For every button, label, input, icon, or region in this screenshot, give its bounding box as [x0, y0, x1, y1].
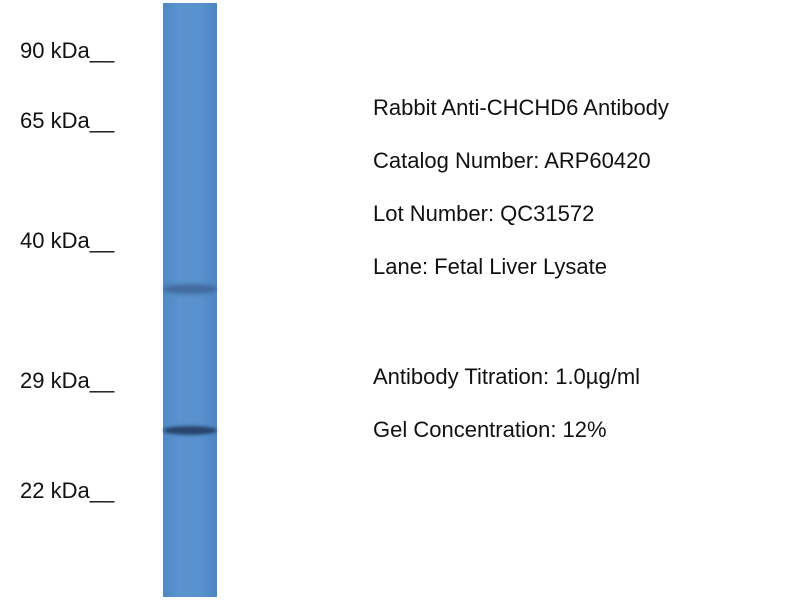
band: [163, 284, 217, 294]
info-line: Lane: Fetal Liver Lysate: [373, 254, 607, 279]
info-line: Catalog Number: ARP60420: [373, 148, 651, 173]
band: [163, 426, 217, 435]
info-line: Gel Concentration: 12%: [373, 417, 607, 442]
marker-label: 90 kDa__: [20, 38, 115, 63]
marker-label: 65 kDa__: [20, 108, 115, 133]
info-line: Antibody Titration: 1.0µg/ml: [373, 364, 641, 389]
marker-label: 29 kDa__: [20, 368, 115, 393]
info-line: Rabbit Anti-CHCHD6 Antibody: [373, 95, 669, 120]
info-line: Lot Number: QC31572: [373, 201, 595, 226]
marker-label: 22 kDa__: [20, 478, 115, 503]
marker-label: 40 kDa__: [20, 228, 115, 253]
gel-lane: [163, 3, 217, 597]
